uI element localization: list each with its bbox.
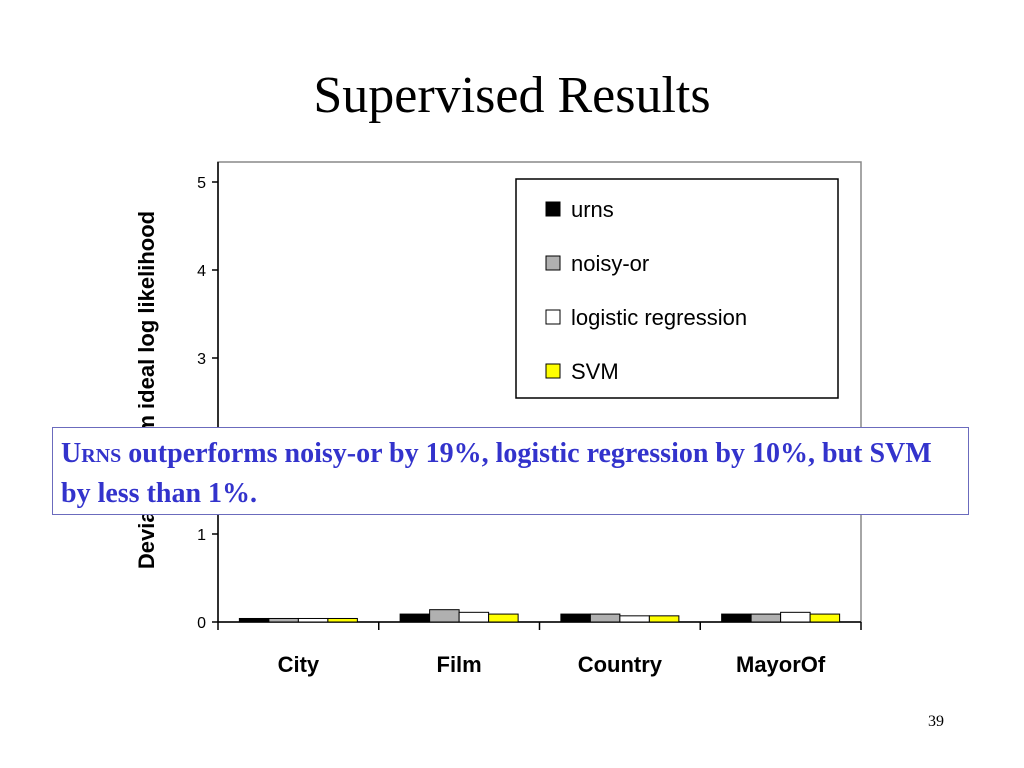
bar — [238, 617, 270, 623]
legend-box — [515, 178, 839, 399]
legend-swatch — [545, 309, 561, 325]
legend-swatch — [545, 363, 561, 379]
callout: Urns outperforms noisy-or by 19%, logist… — [52, 427, 969, 515]
bar — [399, 613, 431, 623]
bar — [458, 611, 490, 623]
x-tick-label: City — [278, 652, 320, 677]
bar — [721, 613, 752, 623]
legend-label: noisy-or — [571, 251, 649, 276]
x-tick-label: Film — [437, 652, 482, 677]
legend-swatch — [545, 255, 561, 271]
bar — [589, 613, 621, 623]
bar — [780, 611, 811, 623]
slide-title: Supervised Results — [313, 67, 710, 124]
page-number: 39 — [928, 713, 944, 730]
y-tick-label: 0 — [197, 615, 206, 632]
y-axis-label: Deviation from ideal log likelihood — [134, 211, 159, 569]
legend-label: urns — [571, 197, 614, 222]
bar — [560, 613, 591, 623]
legend-label: SVM — [571, 359, 619, 384]
bar — [327, 617, 358, 623]
bar — [268, 617, 299, 623]
bar — [429, 609, 460, 623]
y-tick-label: 1 — [197, 527, 206, 544]
y-tick-label: 4 — [197, 263, 206, 280]
legend-swatch — [545, 201, 561, 217]
x-tick-label: MayorOf — [736, 652, 826, 677]
bar — [297, 617, 329, 623]
bar — [619, 615, 650, 623]
legend-label: logistic regression — [571, 305, 747, 330]
x-tick-label: Country — [578, 652, 663, 677]
callout-lead: Urns — [61, 438, 122, 469]
y-tick-label: 5 — [197, 175, 206, 192]
bar — [809, 613, 841, 623]
bar — [750, 613, 782, 623]
callout-text: outperforms noisy-or by 19%, logistic re… — [61, 438, 932, 509]
bar — [648, 615, 680, 623]
bar — [488, 613, 519, 623]
y-tick-label: 3 — [197, 351, 206, 368]
